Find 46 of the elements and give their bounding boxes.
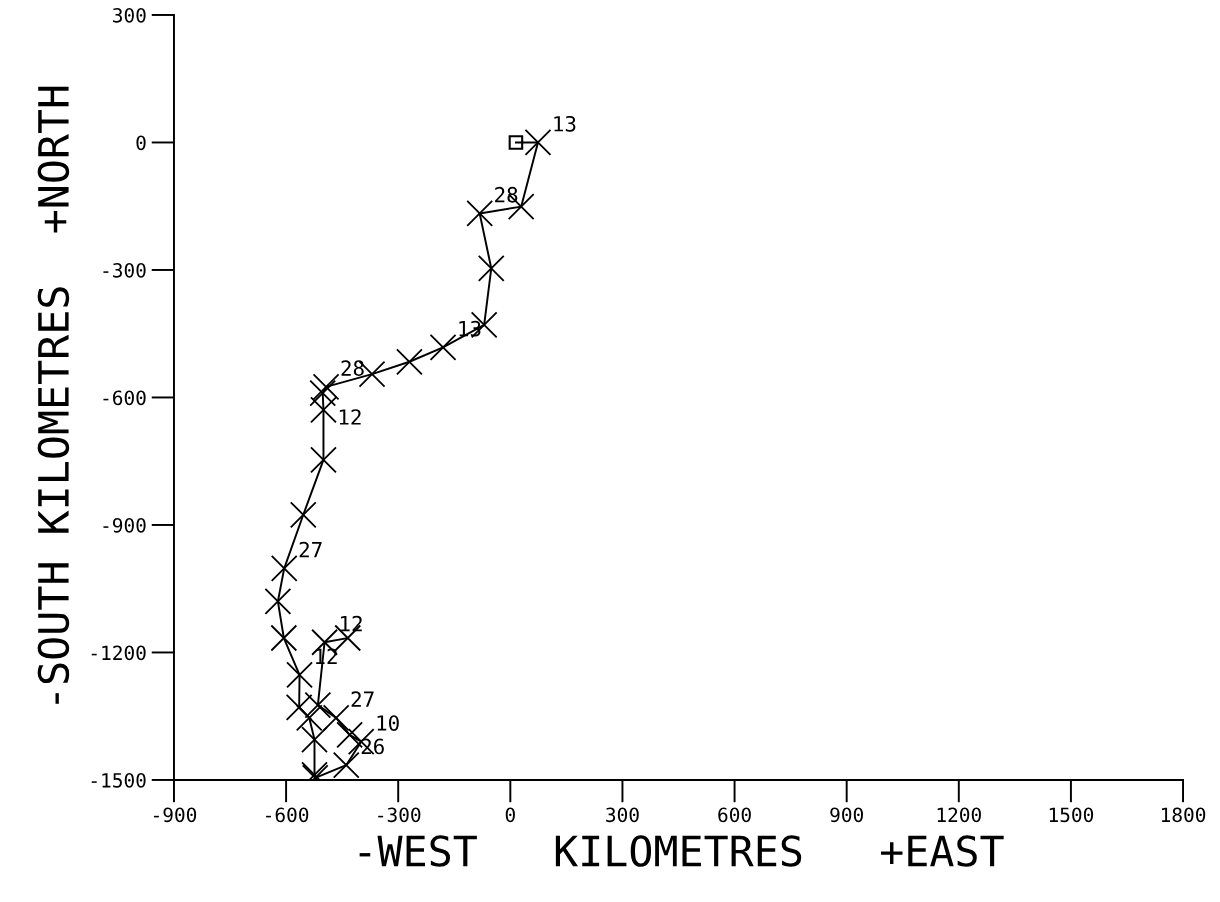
point	[310, 396, 337, 424]
annotation: 12	[339, 409, 361, 425]
y-tick-label: -600	[103, 390, 146, 406]
x-tick-label: -300	[378, 807, 421, 823]
point	[301, 726, 328, 753]
x-tick-label: 1200	[937, 807, 981, 823]
point	[396, 348, 423, 376]
y-tick-label: -1200	[91, 645, 146, 661]
point	[508, 135, 524, 150]
point	[332, 751, 360, 779]
point	[264, 588, 292, 615]
point	[309, 379, 337, 407]
point	[312, 373, 340, 401]
x-tick-label: 300	[606, 807, 639, 823]
annotation: 13	[554, 115, 576, 132]
annotation: 12	[340, 615, 362, 632]
point	[270, 554, 298, 582]
point	[270, 624, 298, 652]
x-tick-label: 900	[830, 807, 863, 823]
x-tick-label: 0	[505, 807, 515, 823]
x-tick-label: -900	[153, 807, 197, 823]
x-tick-label: 600	[718, 807, 751, 823]
point	[286, 661, 313, 689]
point	[310, 446, 337, 474]
y-axis-title: -SOUTH KILOMETRES +NORTH	[37, 86, 70, 704]
x-tick-label: -600	[266, 807, 309, 823]
y-tick-label: -900	[103, 517, 146, 533]
point	[304, 691, 332, 719]
point	[285, 693, 313, 721]
annotation: 10	[377, 715, 399, 731]
annotation: 27	[299, 541, 322, 558]
annotation: 28	[495, 186, 518, 203]
point	[466, 200, 494, 227]
point	[429, 333, 457, 361]
y-tick-label: 0	[136, 135, 146, 151]
y-tick-label: -300	[103, 262, 146, 278]
point	[289, 501, 317, 529]
annotation: 27	[351, 691, 374, 707]
y-tick-label: -1500	[91, 772, 146, 788]
x-axis-title: -WEST KILOMETRES +EAST	[359, 835, 1004, 867]
annotation: 28	[341, 360, 364, 377]
x-tick-label: 1500	[1049, 807, 1094, 823]
y-tick-label: 300	[113, 7, 146, 23]
x-tick-label: 1800	[1161, 807, 1206, 823]
point	[524, 129, 552, 156]
point	[477, 254, 505, 282]
